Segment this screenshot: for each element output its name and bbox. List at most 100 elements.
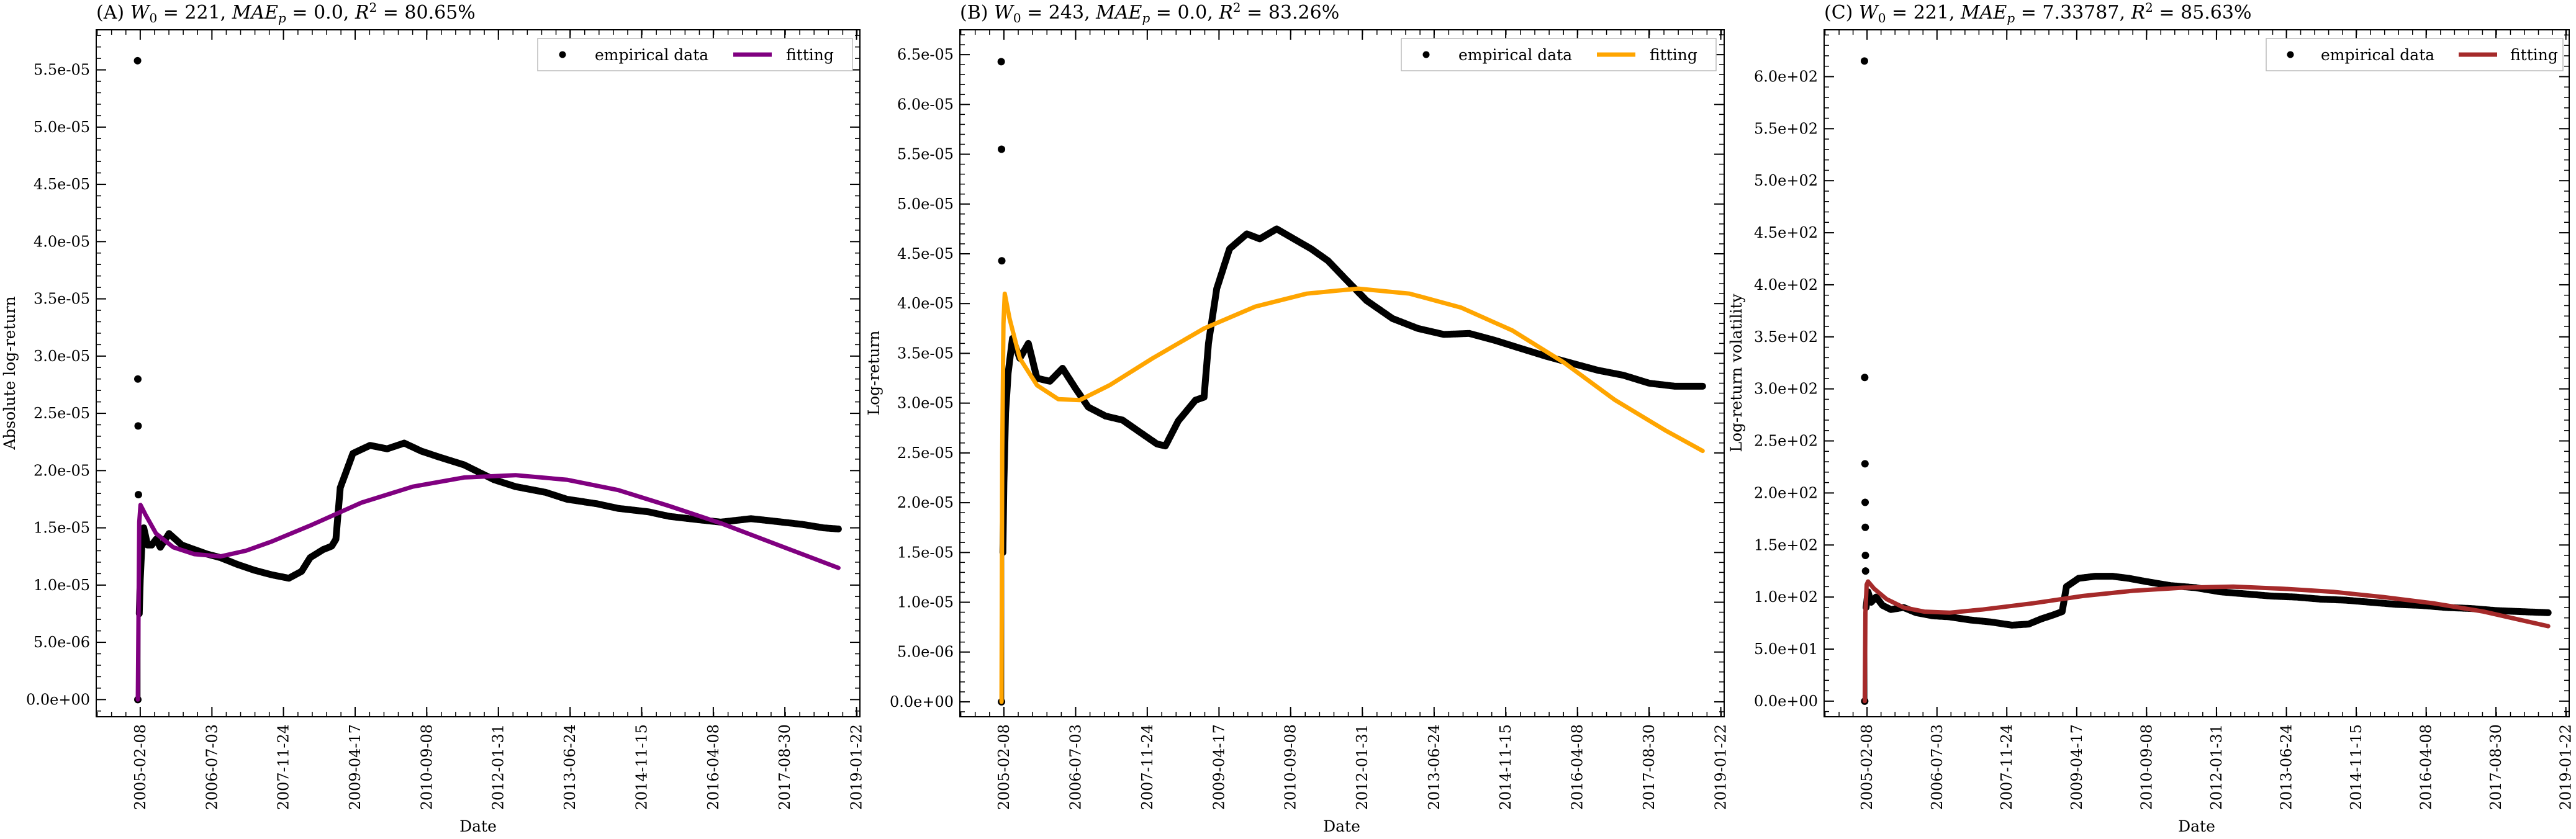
x-tick-label: 2006-07-03 <box>203 724 220 810</box>
y-tick-label: 3.5e-05 <box>34 290 90 308</box>
y-axis-label: Log-return <box>865 330 883 415</box>
x-tick-label: 2013-06-24 <box>2278 724 2295 810</box>
panel-b: (B) W0 = 243, MAEp = 0.0, R2 = 83.26% 0.… <box>865 0 1730 835</box>
empirical-data-point <box>1861 567 1869 575</box>
y-tick-label: 3.5e+02 <box>1754 328 1818 346</box>
legend-marker-empirical <box>2287 51 2294 58</box>
x-axis-label: Date <box>459 817 497 835</box>
empirical-data-point <box>134 375 142 383</box>
y-tick-label: 3.0e-05 <box>897 395 954 412</box>
x-tick-label: 2014-11-15 <box>2348 724 2365 810</box>
y-tick-label: 4.0e+02 <box>1754 276 1818 294</box>
legend: empirical data fitting <box>537 38 853 71</box>
x-tick-label: 2013-06-24 <box>1426 724 1443 810</box>
y-tick-label: 1.5e-05 <box>897 544 954 561</box>
y-tick-label: 2.0e-05 <box>897 494 954 511</box>
legend-marker-empirical <box>559 51 566 58</box>
y-tick-label: 5.5e-05 <box>34 61 90 79</box>
x-tick-label: 2006-07-03 <box>1928 724 1946 810</box>
x-tick-label: 2017-08-30 <box>2487 724 2505 810</box>
empirical-data-series <box>999 225 1706 556</box>
legend-box <box>1401 38 1717 71</box>
y-axis-ticks: 0.0e+00 5.0e-06 1.0e-05 1.5e-05 2.0e-05 2.5e-… <box>26 35 860 712</box>
y-tick-label: 1.0e-05 <box>897 594 954 611</box>
x-tick-label: 2016-04-08 <box>2418 724 2435 810</box>
empirical-data-point <box>1860 57 1868 65</box>
y-tick-label: 2.5e+02 <box>1754 433 1818 450</box>
y-tick-label: 2.0e+02 <box>1754 484 1818 501</box>
x-tick-label: 2005-02-08 <box>1858 724 1876 810</box>
y-axis-label: Absolute log-return <box>1 296 19 450</box>
legend: empirical data fitting <box>2266 38 2564 71</box>
legend-box <box>537 38 853 71</box>
x-tick-label: 2007-11-24 <box>275 724 292 810</box>
fitting-line <box>135 473 841 702</box>
y-tick-label: 5.0e-06 <box>34 634 90 651</box>
x-axis-label: Date <box>1323 817 1360 835</box>
y-tick-label: 4.5e-05 <box>34 176 90 193</box>
empirical-data-point <box>133 56 142 65</box>
empirical-data-point <box>998 145 1006 153</box>
x-tick-label: 2005-02-08 <box>995 724 1013 810</box>
empirical-data-point <box>1861 498 1869 506</box>
legend-label-empirical: empirical data <box>2321 46 2434 64</box>
empirical-data-point <box>134 422 142 430</box>
y-tick-label: 0.0e+00 <box>890 693 954 711</box>
y-tick-label: 4.5e-05 <box>897 245 954 262</box>
empirical-data-point <box>998 257 1006 265</box>
x-tick-label: 2016-04-08 <box>1569 724 1586 810</box>
y-tick-label: 5.0e+01 <box>1754 640 1818 658</box>
y-tick-label: 5.5e-05 <box>897 146 954 163</box>
x-tick-label: 2009-04-17 <box>2068 724 2086 810</box>
y-tick-label: 5.0e-05 <box>34 119 90 136</box>
empirical-data-point <box>997 58 1005 66</box>
x-tick-label: 2009-04-17 <box>346 724 364 810</box>
panel-a: (A) W0 = 221, MAEp = 0.0, R2 = 80.65% 0.… <box>1 0 865 835</box>
y-tick-label: 3.5e-05 <box>897 344 954 362</box>
empirical-data-point <box>1861 552 1869 560</box>
y-tick-label: 5.0e+02 <box>1754 172 1818 189</box>
x-tick-label: 2019-01-22 <box>2557 724 2575 810</box>
x-tick-label: 2007-11-24 <box>1139 724 1156 810</box>
y-axis-ticks: 0.0e+00 5.0e-06 1.0e-05 1.5e-05 2.0e-05 2.5e-… <box>890 34 1724 712</box>
y-tick-label: 3.0e-05 <box>34 348 90 365</box>
y-tick-label: 1.5e-05 <box>34 519 90 537</box>
empirical-data-point <box>1861 523 1869 531</box>
y-tick-label: 2.0e-05 <box>34 462 90 479</box>
x-tick-label: 2012-01-31 <box>490 724 507 810</box>
x-tick-label: 2013-06-24 <box>561 724 579 810</box>
legend-label-fitting: fitting <box>786 46 834 64</box>
y-tick-label: 6.5e-05 <box>897 46 954 63</box>
x-axis-ticks: 2005-02-08 2006-07-03 2007-11-24 2009-04-17… <box>96 30 865 810</box>
chart-marks <box>1860 57 2552 705</box>
legend: empirical data fitting <box>1401 38 1717 71</box>
x-tick-label: 2005-02-08 <box>132 724 149 810</box>
y-tick-label: 6.0e+02 <box>1754 68 1818 85</box>
plot-frame <box>96 29 861 717</box>
fitting-line <box>999 286 1705 704</box>
x-tick-label: 2012-01-31 <box>2208 724 2225 810</box>
x-tick-label: 2010-09-08 <box>418 724 435 810</box>
y-tick-label: 5.0e-05 <box>897 195 954 213</box>
chart-title: (A) W0 = 221, MAEp = 0.0, R2 = 80.65% <box>96 0 476 25</box>
fitting-line <box>1862 579 2551 704</box>
y-axis-ticks: 0.0e+00 5.0e+01 1.0e+02 1.5e+02 2.0e+02 2.5e+… <box>1754 34 2569 712</box>
legend-label-empirical: empirical data <box>1458 46 1572 64</box>
y-tick-label: 4.5e+02 <box>1754 224 1818 241</box>
legend-marker-empirical <box>1422 51 1430 58</box>
y-tick-label: 5.5e+02 <box>1754 120 1818 137</box>
empirical-data-point <box>1861 460 1869 468</box>
x-tick-label: 2007-11-24 <box>1998 724 2015 810</box>
x-tick-label: 2016-04-08 <box>705 724 722 810</box>
x-tick-label: 2009-04-17 <box>1210 724 1227 810</box>
y-axis-label: Log-return volatility <box>1727 293 1745 452</box>
chart-marks <box>997 58 1706 706</box>
legend-label-fitting: fitting <box>1650 46 1697 64</box>
y-tick-label: 0.0e+00 <box>26 691 90 708</box>
y-tick-label: 3.0e+02 <box>1754 380 1818 398</box>
y-tick-label: 0.0e+00 <box>1754 693 1818 710</box>
y-tick-label: 6.0e-05 <box>897 96 954 113</box>
legend-box <box>2266 38 2564 71</box>
x-axis-ticks: 2005-02-08 2006-07-03 2007-11-24 2009-04-17… <box>1824 30 2575 810</box>
